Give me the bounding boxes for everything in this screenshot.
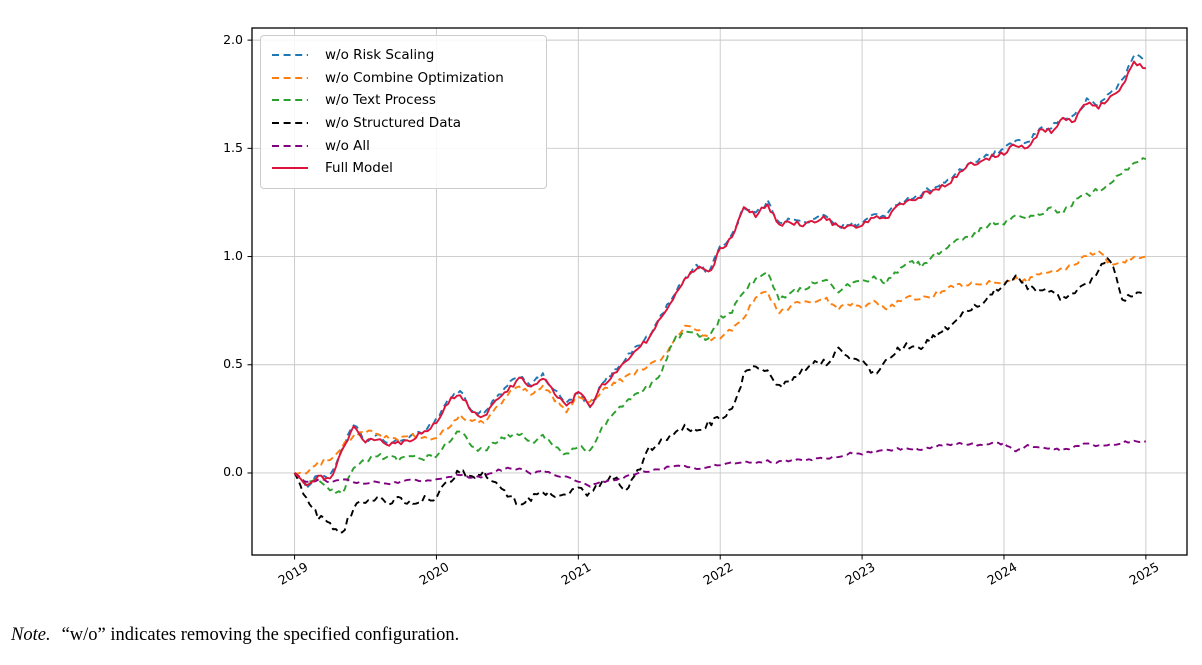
legend: w/o Risk Scaling w/o Combine Optimization… [260, 35, 547, 189]
legend-line-sample-icon [272, 144, 308, 147]
y-axis-tick-label-2.0: 2.0 [223, 31, 243, 47]
legend-label: w/o Risk Scaling [325, 47, 435, 64]
legend-item-w-o-all: w/o All [270, 134, 538, 157]
legend-line-sample-icon [272, 99, 308, 102]
legend-line-sample-icon [272, 76, 308, 79]
line-chart-canvas [247, 27, 1188, 560]
legend-line-sample-icon [272, 167, 308, 170]
legend-item-w-o-risk-scaling: w/o Risk Scaling [270, 44, 538, 67]
note-body: “w/o” indicates removing the specified c… [61, 625, 460, 645]
legend-item-w-o-combine-optimization: w/o Combine Optimization [270, 67, 538, 90]
legend-line-sample-icon [272, 54, 308, 57]
legend-label: w/o Combine Optimization [325, 69, 504, 86]
y-axis-tick-label-1.5: 1.5 [223, 139, 243, 155]
note-text: Note. “w/o” indicates removing the specif… [11, 625, 459, 646]
legend-line-sample-icon [272, 122, 308, 125]
series-line-full-model [293, 60, 1146, 487]
axes-frame [251, 27, 1188, 556]
legend-label: Full Model [325, 160, 393, 177]
legend-label: w/o Text Process [325, 92, 436, 109]
legend-item-w-o-text-process: w/o Text Process [270, 89, 538, 112]
legend-item-full-model: Full Model [270, 157, 538, 180]
legend-item-w-o-structured-data: w/o Structured Data [270, 112, 538, 135]
y-axis-tick-label-0.5: 0.5 [223, 356, 243, 372]
legend-label: w/o Structured Data [325, 115, 462, 132]
y-axis-tick-label-1.0: 1.0 [223, 248, 243, 264]
series-line-w-o-combine-optimization [294, 250, 1147, 475]
legend-label: w/o All [325, 137, 370, 154]
note-prefix: Note. [11, 625, 51, 645]
y-axis-tick-label-0.0: 0.0 [223, 464, 243, 480]
series-line-w-o-text-process [293, 157, 1147, 495]
tick-marks [247, 39, 1147, 560]
series-line-w-o-all [294, 439, 1146, 488]
